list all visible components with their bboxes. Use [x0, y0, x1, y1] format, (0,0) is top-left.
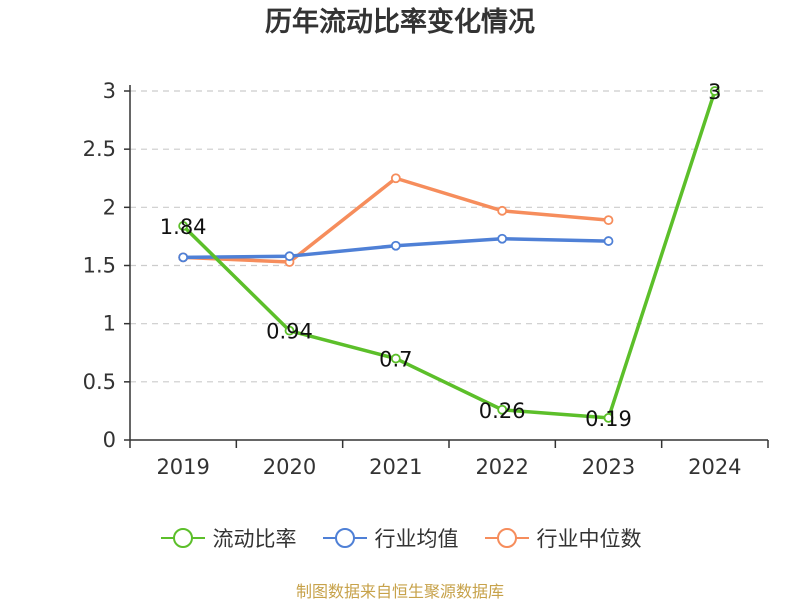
data-label: 0.7: [379, 348, 412, 372]
x-tick-label: 2023: [582, 455, 635, 479]
grid-lines: [130, 90, 768, 383]
legend-item-industry-mean[interactable]: 行业均值: [321, 523, 459, 553]
series-line-0: [181, 90, 717, 420]
legend-swatch-current-ratio-icon: [160, 528, 205, 548]
data-point: [603, 236, 614, 246]
y-tick-label: 1: [103, 312, 116, 336]
data-point: [390, 240, 401, 251]
data-label: 0.94: [266, 320, 313, 344]
y-tick-label: 1.5: [83, 254, 116, 278]
y-tick-label: 2: [103, 195, 116, 219]
axes: 0 0.5 1 1.5 2 2.5 3 2019 2020 2021 2022 2023 2024: [83, 79, 769, 479]
legend-item-current-ratio[interactable]: 流动比率: [159, 523, 297, 553]
legend-swatch-industry-median-icon: [484, 528, 529, 548]
data-label: 1.84: [160, 215, 207, 239]
data-point: [497, 205, 508, 216]
data-point: [390, 353, 401, 364]
data-labels: 1.84 0.94 0.7 0.26 0.19 3: [160, 80, 722, 431]
y-tick-label: 2.5: [83, 137, 116, 161]
x-tick-label: 2021: [369, 455, 422, 479]
x-tick-label: 2020: [263, 455, 316, 479]
x-tick-label: 2022: [475, 455, 528, 479]
data-point: [284, 251, 295, 262]
y-tick-label: 3: [103, 79, 116, 103]
y-tick-label: 0: [103, 428, 116, 452]
legend: 流动比率 行业均值 行业中位数: [0, 520, 800, 556]
data-source-note: 制图数据来自恒生聚源数据库: [295, 582, 504, 601]
data-point: [178, 252, 189, 263]
data-point: [178, 221, 189, 231]
x-tick-label: 2024: [688, 455, 741, 479]
data-point: [390, 173, 401, 184]
legend-swatch-industry-mean-icon: [322, 528, 367, 548]
legend-label-current-ratio: 流动比率: [212, 527, 297, 551]
data-label: 0.19: [585, 407, 632, 431]
data-label: 0.26: [479, 399, 526, 423]
series-lines: [178, 86, 720, 423]
chart-title: 历年流动比率变化情况: [265, 7, 535, 38]
data-point: [497, 404, 508, 415]
x-tick-label: 2019: [156, 455, 209, 479]
data-point: [603, 412, 614, 423]
data-point: [603, 215, 614, 226]
data-label: 3: [708, 80, 721, 104]
legend-label-industry-mean: 行业均值: [374, 527, 459, 551]
data-point: [709, 86, 720, 96]
data-point: [497, 233, 508, 244]
legend-label-industry-median: 行业中位数: [536, 527, 642, 551]
y-tick-label: 0.5: [83, 370, 116, 394]
legend-item-industry-median[interactable]: 行业中位数: [483, 523, 642, 553]
data-point: [284, 325, 295, 336]
